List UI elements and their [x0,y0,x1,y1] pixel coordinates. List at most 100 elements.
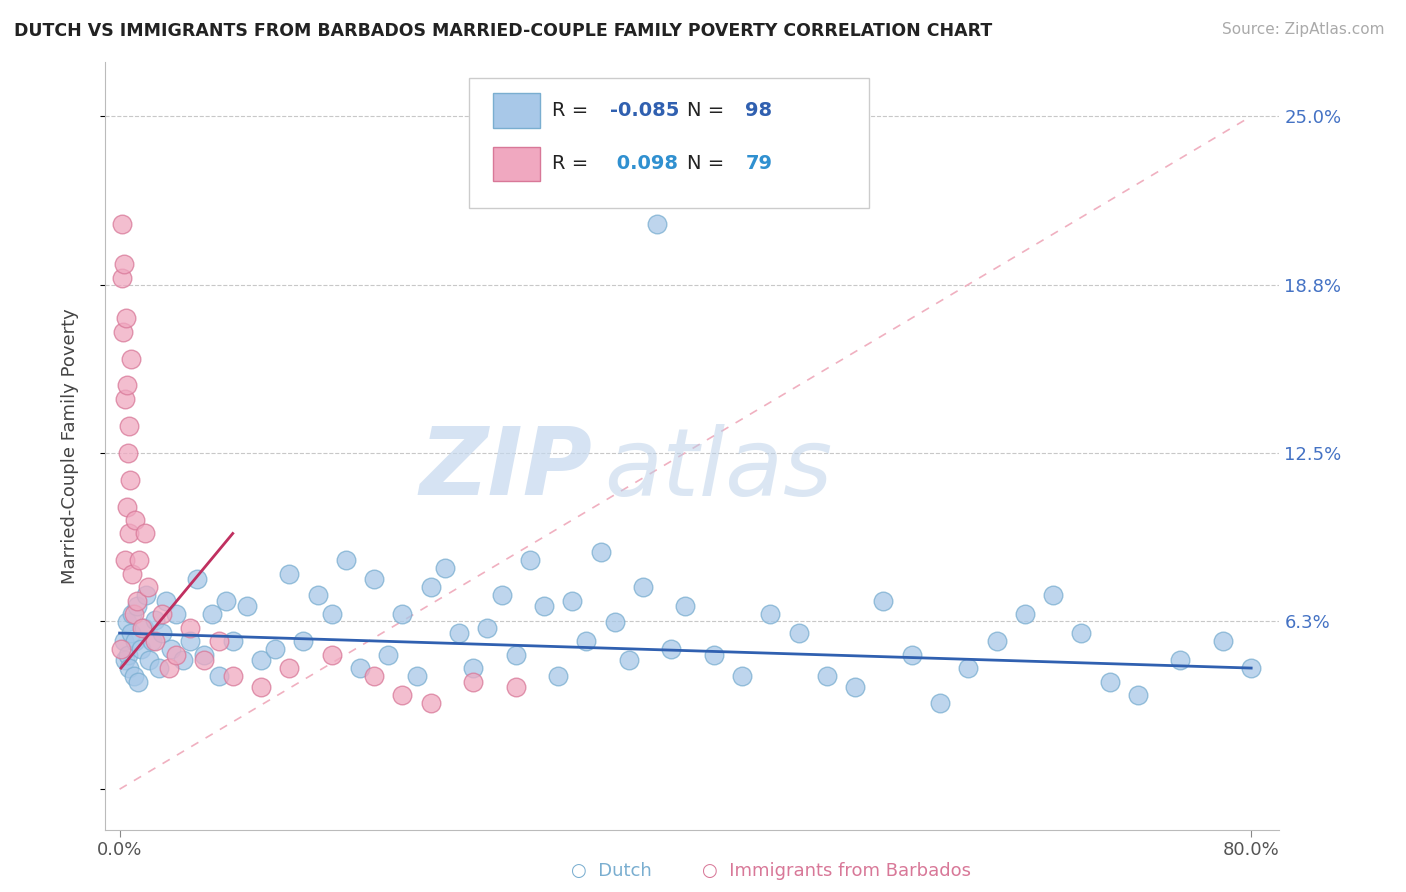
Point [124,513,146,527]
Point [150,607,173,622]
Point [1014,607,1036,622]
Point [186,572,208,586]
Point [136,580,159,594]
Point [505,680,527,694]
Point [165,648,187,662]
Text: ZIP: ZIP [420,423,593,515]
Point [118,661,141,675]
Point [463,661,485,675]
Point [617,653,640,667]
Point [787,626,810,640]
Point [118,526,141,541]
Point [111,270,134,285]
Point [603,615,626,630]
Point [759,607,782,622]
Point [419,696,441,710]
Point [200,607,222,622]
Point [120,473,142,487]
Point [117,446,139,460]
Point [463,674,485,689]
Point [122,607,145,622]
Point [519,553,541,567]
Text: N =: N = [686,154,730,173]
Text: -0.085: -0.085 [610,101,679,120]
Point [112,257,135,271]
Point [165,607,187,622]
Point [278,566,301,581]
Point [150,626,173,640]
Text: 98: 98 [745,101,772,120]
Point [645,217,668,231]
Point [363,572,385,586]
Point [121,566,143,581]
Text: 0.098: 0.098 [610,154,678,173]
Point [815,669,838,683]
Point [659,642,682,657]
Point [141,634,163,648]
Point [1126,688,1149,702]
Point [132,621,155,635]
Point [986,634,1008,648]
Point [135,588,157,602]
Point [1098,674,1121,689]
Point [148,661,170,675]
Point [250,653,273,667]
Point [703,648,725,662]
Point [128,553,150,567]
Point [125,599,148,614]
Point [157,661,180,675]
Point [349,661,371,675]
Point [143,634,166,648]
Point [1170,653,1192,667]
Point [929,696,952,710]
Point [1212,634,1234,648]
Point [872,594,894,608]
Point [122,669,145,683]
FancyBboxPatch shape [494,147,540,181]
Point [533,599,555,614]
FancyBboxPatch shape [470,78,869,208]
Point [118,418,141,433]
Point [307,588,329,602]
Text: ○  Dutch: ○ Dutch [571,862,652,880]
Point [278,661,301,675]
Point [405,669,427,683]
Point [433,561,456,575]
Text: R =: R = [551,154,595,173]
Point [115,615,138,630]
Point [264,642,287,657]
Point [172,653,194,667]
Text: 79: 79 [745,154,772,173]
Point [575,634,598,648]
Point [125,594,148,608]
Point [143,613,166,627]
Point [321,607,343,622]
Point [477,621,499,635]
Point [363,669,385,683]
Point [900,648,922,662]
Point [127,674,149,689]
Point [193,653,215,667]
Point [117,648,139,662]
Text: ○  Immigrants from Barbados: ○ Immigrants from Barbados [702,862,972,880]
Point [193,648,215,662]
Point [250,680,273,694]
Point [391,688,413,702]
Point [155,594,177,608]
Point [114,553,136,567]
Point [115,500,138,514]
Point [159,642,181,657]
Point [179,621,201,635]
Point [207,634,229,648]
Point [120,351,142,366]
Point [222,634,245,648]
Text: R =: R = [551,101,595,120]
Point [112,325,135,339]
Text: Source: ZipAtlas.com: Source: ZipAtlas.com [1222,22,1385,37]
Point [731,669,754,683]
Point [335,553,357,567]
Point [114,392,136,406]
Point [134,526,156,541]
Point [138,653,160,667]
Point [129,642,152,657]
